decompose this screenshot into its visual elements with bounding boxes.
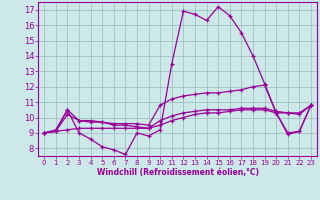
X-axis label: Windchill (Refroidissement éolien,°C): Windchill (Refroidissement éolien,°C) (97, 168, 259, 177)
